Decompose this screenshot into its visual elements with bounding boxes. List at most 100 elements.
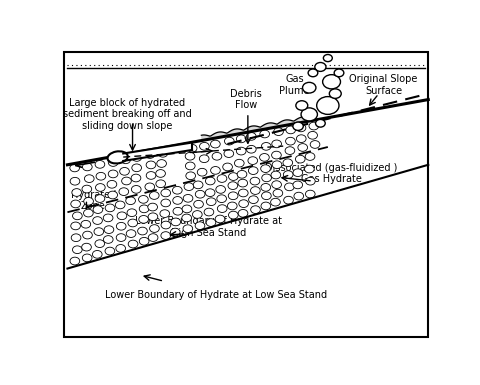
Text: Lower Boundary of Hydrate at
High Sea Stand: Lower Boundary of Hydrate at High Sea St… xyxy=(135,216,282,238)
Circle shape xyxy=(228,192,238,200)
Circle shape xyxy=(205,189,215,196)
Circle shape xyxy=(71,234,81,241)
Circle shape xyxy=(183,225,192,233)
Circle shape xyxy=(70,164,80,172)
Circle shape xyxy=(160,210,169,218)
Circle shape xyxy=(182,214,192,222)
Circle shape xyxy=(128,219,138,227)
Circle shape xyxy=(156,180,166,187)
Circle shape xyxy=(115,201,125,209)
Circle shape xyxy=(150,225,159,233)
Ellipse shape xyxy=(108,151,128,164)
Circle shape xyxy=(119,188,129,196)
Circle shape xyxy=(72,189,82,196)
Circle shape xyxy=(206,198,216,206)
Circle shape xyxy=(273,189,283,197)
Circle shape xyxy=(172,186,182,194)
Circle shape xyxy=(286,137,295,145)
Circle shape xyxy=(95,195,105,203)
Circle shape xyxy=(121,156,131,164)
Circle shape xyxy=(95,240,105,248)
Circle shape xyxy=(146,172,156,179)
Circle shape xyxy=(93,217,102,224)
Circle shape xyxy=(238,179,248,187)
Circle shape xyxy=(83,231,92,239)
Circle shape xyxy=(223,163,232,171)
Circle shape xyxy=(145,151,155,158)
Circle shape xyxy=(296,101,308,110)
Circle shape xyxy=(302,82,316,93)
Circle shape xyxy=(305,152,315,161)
Circle shape xyxy=(108,191,118,199)
Text: Gas
Plume: Gas Plume xyxy=(279,74,310,95)
Circle shape xyxy=(261,184,271,191)
Circle shape xyxy=(187,144,197,152)
Circle shape xyxy=(185,152,195,160)
Circle shape xyxy=(132,154,142,161)
Text: Dissociated (gas-fluidized )
Gas Hydrate: Dissociated (gas-fluidized ) Gas Hydrate xyxy=(265,163,398,184)
Circle shape xyxy=(173,208,183,215)
Circle shape xyxy=(120,167,129,175)
Circle shape xyxy=(95,161,105,168)
Circle shape xyxy=(132,164,142,172)
Circle shape xyxy=(70,177,80,185)
Circle shape xyxy=(82,254,92,262)
Circle shape xyxy=(239,189,248,197)
Circle shape xyxy=(148,203,157,211)
Text: Large block of hydrated
sediment breaking off and
sliding down slope: Large block of hydrated sediment breakin… xyxy=(62,98,192,131)
Circle shape xyxy=(197,168,207,176)
Circle shape xyxy=(305,190,315,198)
Circle shape xyxy=(217,175,227,182)
Circle shape xyxy=(228,182,238,189)
Circle shape xyxy=(84,198,94,205)
Circle shape xyxy=(246,146,256,153)
Circle shape xyxy=(228,173,238,181)
Circle shape xyxy=(239,200,249,208)
Circle shape xyxy=(315,62,326,71)
Circle shape xyxy=(184,183,194,191)
Circle shape xyxy=(212,152,222,160)
Circle shape xyxy=(225,137,234,145)
Circle shape xyxy=(317,97,339,114)
Circle shape xyxy=(217,205,227,213)
Circle shape xyxy=(228,211,238,219)
Circle shape xyxy=(285,183,294,191)
Circle shape xyxy=(126,230,136,238)
Circle shape xyxy=(108,159,118,166)
Circle shape xyxy=(103,236,113,243)
Circle shape xyxy=(309,122,319,130)
Circle shape xyxy=(260,154,269,161)
Circle shape xyxy=(158,149,168,157)
Circle shape xyxy=(272,181,281,189)
Circle shape xyxy=(204,208,214,216)
Circle shape xyxy=(248,167,258,174)
Circle shape xyxy=(295,155,305,163)
Circle shape xyxy=(205,177,215,185)
Circle shape xyxy=(193,181,203,189)
Circle shape xyxy=(116,223,126,230)
Circle shape xyxy=(127,209,137,216)
Circle shape xyxy=(217,195,227,203)
Circle shape xyxy=(132,186,141,193)
Circle shape xyxy=(156,170,166,177)
Circle shape xyxy=(128,240,138,248)
Circle shape xyxy=(161,232,170,239)
Circle shape xyxy=(293,169,303,177)
Circle shape xyxy=(138,227,147,235)
Circle shape xyxy=(148,234,158,241)
Circle shape xyxy=(192,211,202,218)
Circle shape xyxy=(72,246,82,254)
Circle shape xyxy=(105,204,115,212)
Circle shape xyxy=(139,205,149,213)
Circle shape xyxy=(308,131,317,139)
Circle shape xyxy=(285,147,295,154)
Circle shape xyxy=(84,175,94,182)
Circle shape xyxy=(251,206,260,214)
Circle shape xyxy=(271,171,281,179)
Circle shape xyxy=(283,171,293,178)
Circle shape xyxy=(271,198,280,206)
Circle shape xyxy=(93,206,103,213)
Circle shape xyxy=(246,132,256,140)
Circle shape xyxy=(96,172,106,180)
Circle shape xyxy=(182,205,192,213)
